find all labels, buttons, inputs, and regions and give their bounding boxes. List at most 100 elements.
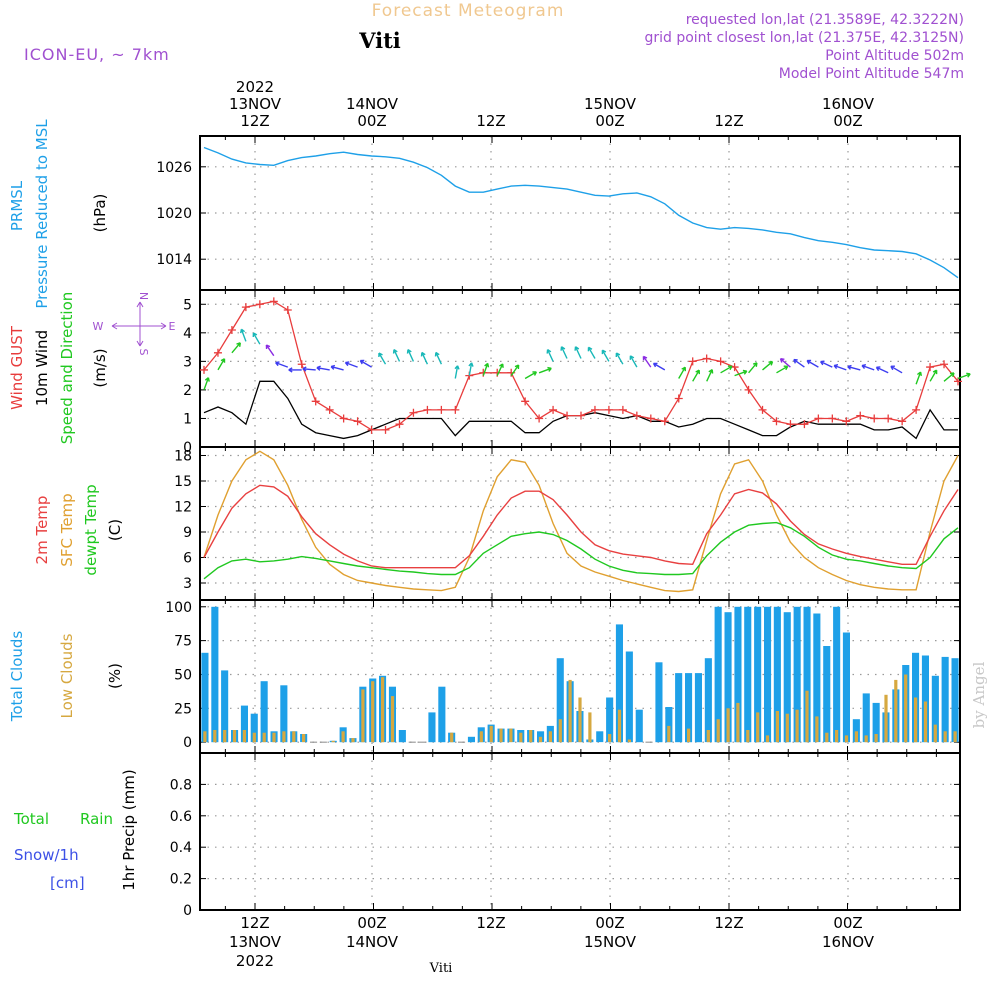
y-tick-label: 1026	[156, 160, 192, 176]
total-cloud-bar	[635, 709, 643, 743]
low-cloud-bar	[390, 696, 395, 743]
low-cloud-bar	[223, 730, 227, 743]
total-cloud-bar	[714, 606, 722, 743]
total-cloud-bar	[398, 730, 406, 743]
low-cloud-bar	[242, 730, 246, 743]
clouds-unit: (%)	[106, 663, 124, 689]
total-cloud-bar	[823, 646, 831, 743]
total-cloud-bar	[921, 655, 929, 743]
pressure-label-1: PRMSL	[8, 180, 26, 231]
low-cloud-bar	[687, 728, 691, 743]
wind-direction-arrow-icon	[615, 352, 624, 365]
wind-direction-arrow-icon	[847, 364, 861, 371]
total-cloud-bar	[783, 612, 791, 743]
precip-labels: Total Rain Snow/1h [cm] 1hr Precip (mm)	[13, 769, 138, 892]
temp-labels: 2m Temp SFC Temp dewpt Temp (C)	[33, 484, 124, 575]
wind-direction-arrow-icon	[890, 365, 903, 374]
wind-panel: 0 1 2 3 4 5	[183, 289, 971, 456]
y-tick-label: 2	[183, 383, 192, 399]
low-cloud-bar	[608, 734, 612, 743]
precip-panel: 0 0.2 0.4 0.6 0.8	[170, 752, 961, 919]
y-tick-label: 18	[174, 449, 192, 465]
wind-direction-arrow-icon	[454, 365, 460, 379]
total-cloud-bar	[250, 713, 258, 743]
top-date-label: 13NOV	[229, 95, 282, 113]
wind-direction-arrow-icon	[406, 349, 415, 362]
compass-n: N	[137, 292, 150, 300]
total-cloud-bar	[665, 707, 673, 743]
low-cloud-bar	[341, 731, 345, 743]
gust-marker	[241, 303, 250, 312]
wind-direction-arrow-icon	[806, 359, 819, 368]
low-cloud-bar	[519, 732, 523, 743]
wind-direction-arrow-icon	[288, 367, 302, 373]
chart-panels: 101410201026012345369121518025507510000.…	[156, 135, 971, 919]
low-cloud-bar	[894, 679, 898, 743]
y-tick-label: 1	[183, 411, 192, 427]
gust-marker	[716, 357, 725, 366]
low-cloud-bar	[262, 732, 266, 743]
total-cloud-bar	[260, 681, 268, 743]
wind-direction-arrow-icon	[524, 371, 538, 380]
low-cloud-bar	[489, 725, 493, 743]
low-cloud-bar	[568, 679, 572, 743]
y-tick-label: 1020	[156, 206, 192, 222]
wind-direction-arrow-icon	[392, 349, 401, 362]
wind-gust-line	[203, 300, 959, 431]
model-altitude: Model Point Altitude 547m	[779, 66, 964, 82]
gust-marker	[269, 297, 278, 306]
total-cloud-bar	[803, 606, 811, 743]
y-tick-label: 25	[174, 701, 192, 717]
total-cloud-bar	[793, 606, 801, 743]
temp-2m-line	[203, 484, 959, 569]
low-cloud-bar	[953, 731, 957, 743]
gust-marker	[912, 405, 921, 414]
wind-direction-arrow-icon	[929, 369, 938, 382]
total-cloud-bar	[537, 731, 545, 743]
total-cloud-bar	[764, 606, 772, 743]
total-cloud-bar	[842, 632, 850, 743]
gust-marker	[674, 394, 683, 403]
total-cloud-bar	[773, 606, 781, 743]
gust-marker	[954, 377, 962, 386]
top-hour-label: 12Z	[240, 112, 269, 130]
total-cloud-bar	[280, 685, 288, 743]
total-cloud-bar	[862, 693, 870, 743]
low-cloud-bar	[213, 730, 217, 743]
gust-marker	[828, 414, 837, 423]
total-cloud-bar	[655, 662, 663, 743]
precip-frame	[199, 752, 961, 911]
low-cloud-bar	[933, 724, 937, 743]
total-cloud-bar	[744, 606, 752, 743]
watermark: by Angel	[970, 661, 988, 728]
y-tick-label: 12	[174, 500, 192, 516]
low-cloud-bar	[272, 732, 276, 743]
wind-direction-arrow-icon	[652, 362, 666, 371]
point-altitude: Point Altitude 502m	[825, 48, 964, 64]
gust-marker	[213, 348, 222, 357]
bottom-date-label: 16NOV	[822, 933, 875, 951]
wind-direction-arrow-icon	[706, 369, 714, 382]
wind-direction-arrow-icon	[468, 362, 474, 376]
wind-direction-arrow-icon	[546, 349, 554, 362]
wind-direction-arrow-icon	[915, 371, 922, 385]
wind-direction-arrow-icon	[779, 358, 791, 368]
gust-marker	[339, 414, 348, 423]
low-cloud-bar	[746, 730, 750, 743]
gust-marker	[549, 405, 558, 414]
total-cloud-bar	[211, 606, 219, 743]
bottom-hour-label: 12Z	[714, 914, 743, 932]
precip-unit: 1hr Precip (mm)	[120, 769, 138, 890]
low-cloud-bar	[499, 728, 503, 743]
bottom-date-label: 15NOV	[584, 933, 637, 951]
gust-marker	[563, 411, 572, 420]
low-cloud-bar	[361, 689, 365, 743]
low-cloud-bar	[775, 711, 779, 743]
low-cloud-bar	[884, 694, 888, 743]
gust-marker	[940, 360, 949, 369]
wind-unit: (m/s)	[91, 348, 109, 387]
temp-sfc-line	[203, 450, 959, 593]
wind-gust-label: Wind GUST	[8, 325, 26, 410]
y-tick-label: 0	[183, 440, 192, 456]
wind-direction-arrow-icon	[734, 369, 748, 377]
